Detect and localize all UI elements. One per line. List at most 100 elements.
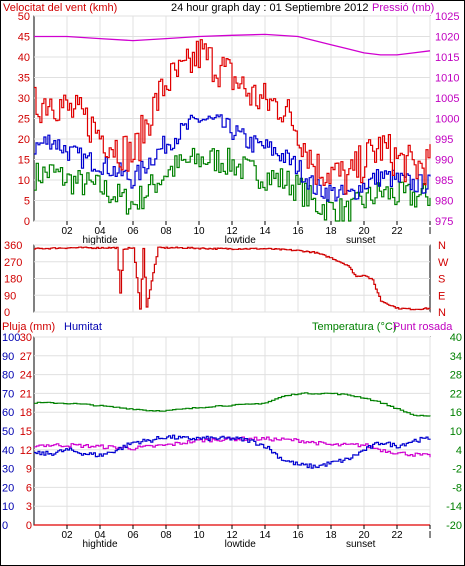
wind-tick-label: 5 — [24, 196, 30, 208]
temperature-tick-label: 28 — [450, 370, 462, 382]
temperature-tick-label: 10 — [450, 426, 462, 438]
rain-axis-title: Pluja (mm) — [2, 321, 55, 333]
rain-tick-label: 12 — [20, 445, 32, 457]
x-tick-label: 04 — [94, 530, 106, 541]
temperature-tick-label: 4 — [456, 445, 462, 457]
x-tick-label: 20 — [358, 226, 370, 237]
humidity-tick-label: 70 — [2, 388, 14, 400]
pressure-tick-label: 995 — [435, 134, 453, 146]
x-tick-label: 10 — [193, 226, 205, 237]
x-tick-label: 06 — [127, 530, 139, 541]
wind-tick-label: 20 — [18, 134, 30, 146]
direction-series — [34, 246, 431, 311]
humidity-line — [34, 434, 431, 469]
x-tick-label: I — [429, 226, 432, 237]
humidity-tick-label: 80 — [2, 370, 14, 382]
humidity-tick-label: 20 — [2, 482, 14, 494]
direction-tick-label: 360 — [4, 240, 22, 252]
pressure-tick-label: 980 — [435, 196, 453, 208]
pressure-line — [34, 33, 431, 56]
humidity-y-ticks: 0 10 20 30 40 50 60 70 80 90 100 — [2, 332, 20, 532]
temperature-tick-label: -2 — [452, 464, 462, 476]
x-tick-label: 10 — [193, 530, 205, 541]
compass-tick-label: W — [438, 257, 449, 269]
pressure-tick-label: 1015 — [435, 52, 459, 64]
wind-tick-label: 30 — [18, 93, 30, 105]
x-tick-label: 02 — [61, 530, 73, 541]
pressure-tick-label: 990 — [435, 155, 453, 167]
humidity-axis-title: Humitat — [64, 321, 102, 333]
direction-line — [34, 246, 431, 311]
x-event-label: lowtide — [225, 539, 257, 550]
wind-tick-label: 0 — [24, 216, 30, 228]
temperature-tick-label: -8 — [452, 482, 462, 494]
direction-y-ticks: 0 90 180 270 360 — [4, 240, 22, 319]
x-event-label: hightide — [82, 539, 117, 550]
wind-tick-label: 40 — [18, 52, 30, 64]
wind-series — [34, 33, 431, 222]
direction-tick-label: 180 — [4, 274, 22, 286]
average-wind-line — [34, 114, 431, 202]
temperature-line — [34, 392, 431, 417]
wind-tick-label: 50 — [18, 11, 30, 23]
humidity-tick-label: 50 — [2, 426, 14, 438]
rain-tick-label: 0 — [26, 520, 32, 532]
x-tick-label: 06 — [127, 226, 139, 237]
humidity-tick-label: 10 — [2, 501, 14, 513]
temperature-tick-label: 40 — [450, 332, 462, 344]
x-tick-label: 14 — [259, 226, 271, 237]
rain-tick-label: 6 — [26, 482, 32, 494]
humidity-tick-label: 100 — [2, 332, 20, 344]
x-event-label: hightide — [82, 235, 117, 246]
direction-grid — [34, 244, 430, 313]
humidity-tick-label: 90 — [2, 351, 14, 363]
compass-tick-label: E — [438, 290, 445, 302]
rain-tick-label: 27 — [20, 351, 32, 363]
x-tick-label: 16 — [292, 226, 304, 237]
x-tick-label: 22 — [391, 530, 403, 541]
x-tick-label: 08 — [160, 226, 172, 237]
direction-tick-label: 270 — [4, 257, 22, 269]
x-tick-label: 20 — [358, 530, 370, 541]
rain-tick-label: 3 — [26, 501, 32, 513]
rain-tick-label: 30 — [20, 332, 32, 344]
wind-tick-label: 45 — [18, 32, 30, 44]
humidity-tick-label: 30 — [2, 464, 14, 476]
x-tick-label: 02 — [61, 226, 73, 237]
direction-tick-label: 0 — [4, 307, 10, 319]
chart-title: 24 hour graph day : 01 Septiembre 2012 — [171, 2, 369, 14]
direction-tick-label: 90 — [4, 290, 16, 302]
dewpoint-axis-title: Punt rosada — [393, 321, 453, 333]
humidity-tick-label: 60 — [2, 407, 14, 419]
pressure-tick-label: 1000 — [435, 114, 459, 126]
pressure-tick-label: 1005 — [435, 93, 459, 105]
temperature-tick-label: 34 — [450, 351, 462, 363]
temperature-tick-label: 16 — [450, 407, 462, 419]
pressure-axis-title: Pressió (mb) — [372, 2, 434, 14]
rain-y-ticks: 0 3 6 9 12 15 18 21 24 27 30 — [20, 332, 32, 532]
x-tick-label: 18 — [325, 530, 337, 541]
x-tick-label: 14 — [259, 530, 271, 541]
pressure-tick-label: 975 — [435, 216, 453, 228]
wind-axis-title: Velocitat del vent (kmh) — [3, 2, 117, 14]
x-event-label: sunset — [346, 539, 376, 550]
temperature-axis-title: Temperatura (°C) — [312, 321, 396, 333]
wind-tick-label: 10 — [18, 175, 30, 187]
temperature-tick-label: -20 — [446, 520, 462, 532]
compass-tick-label: N — [438, 240, 446, 252]
wind-tick-label: 25 — [18, 114, 30, 126]
compass-tick-label: S — [438, 274, 445, 286]
wind-tick-label: 35 — [18, 73, 30, 85]
gust-wind-line — [34, 39, 431, 195]
x-tick-label: 22 — [391, 226, 403, 237]
humidity-tick-label: 40 — [2, 445, 14, 457]
temperature-tick-label: -14 — [446, 501, 462, 513]
x-tick-label: 04 — [94, 226, 106, 237]
rain-tick-label: 9 — [26, 464, 32, 476]
compass-tick-label: N — [438, 307, 446, 319]
x-tick-label: 18 — [325, 226, 337, 237]
temperature-y-ticks: -20 -14 -8 -2 4 10 16 22 28 34 40 — [446, 332, 462, 532]
rain-tick-label: 15 — [20, 426, 32, 438]
